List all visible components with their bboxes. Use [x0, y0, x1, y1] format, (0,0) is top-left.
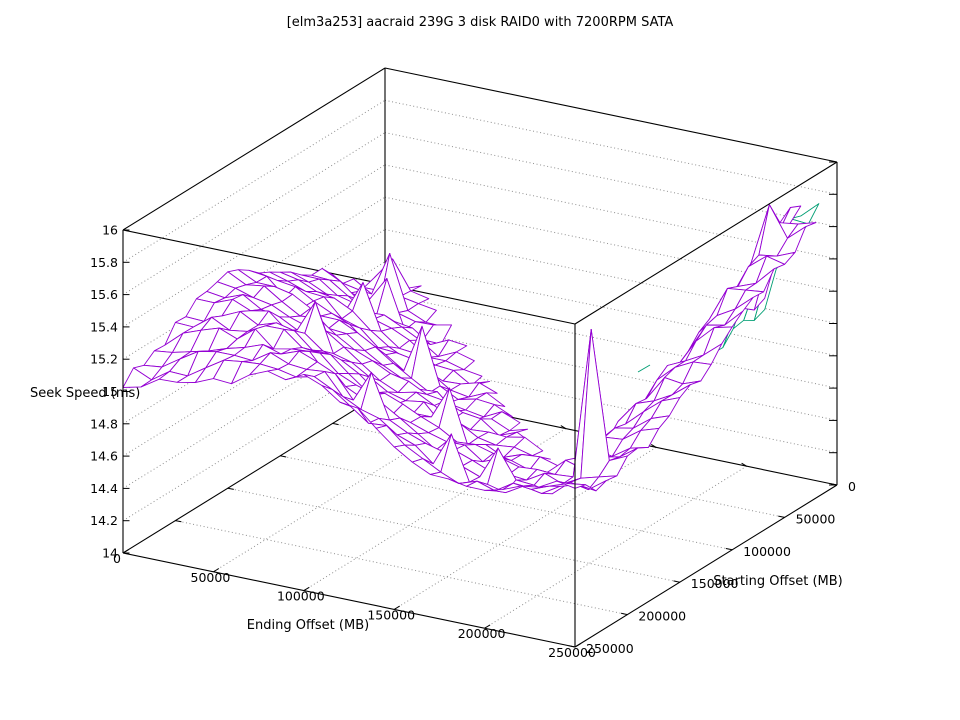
svg-text:14.2: 14.2 [90, 513, 118, 528]
svg-text:15: 15 [102, 384, 118, 399]
svg-text:0: 0 [848, 479, 856, 494]
y-axis-label: Starting Offset (MB) [713, 574, 843, 589]
svg-text:14.6: 14.6 [90, 449, 118, 464]
svg-text:15.4: 15.4 [90, 319, 118, 334]
surface-mesh-primary [122, 204, 817, 495]
svg-text:200000: 200000 [638, 609, 686, 624]
svg-text:14: 14 [102, 546, 118, 561]
surface-secondary-fragment [637, 364, 651, 373]
y-tick-labels: 0 50000 100000 150000 200000 250000 [586, 479, 856, 656]
svg-text:150000: 150000 [691, 576, 739, 591]
svg-text:0: 0 [113, 551, 121, 566]
svg-text:15.8: 15.8 [90, 255, 118, 270]
svg-text:15.2: 15.2 [90, 352, 118, 367]
svg-text:250000: 250000 [548, 645, 596, 660]
svg-text:15.6: 15.6 [90, 287, 118, 302]
x-axis-label: Ending Offset (MB) [246, 618, 370, 633]
z-tick-labels: 14 14.2 14.4 14.6 14.8 15 15.2 15.4 15.6 15.8 16 [90, 223, 118, 561]
box-front-borders [122, 161, 838, 648]
svg-text:50000: 50000 [796, 511, 836, 526]
svg-text:14.8: 14.8 [90, 416, 118, 431]
z-axis-label: Seek Speed (ms) [30, 386, 141, 401]
svg-text:50000: 50000 [191, 570, 231, 585]
svg-text:14.4: 14.4 [90, 481, 118, 496]
svg-text:200000: 200000 [458, 626, 506, 641]
svg-text:100000: 100000 [277, 589, 325, 604]
svg-text:100000: 100000 [743, 544, 791, 559]
svg-text:16: 16 [102, 223, 118, 238]
svg-text:250000: 250000 [586, 641, 634, 656]
chart-title: [elm3a253] aacraid 239G 3 disk RAID0 wit… [286, 15, 674, 30]
x-tick-labels: 0 50000 100000 150000 200000 250000 [113, 551, 596, 660]
svg-text:150000: 150000 [367, 607, 415, 622]
